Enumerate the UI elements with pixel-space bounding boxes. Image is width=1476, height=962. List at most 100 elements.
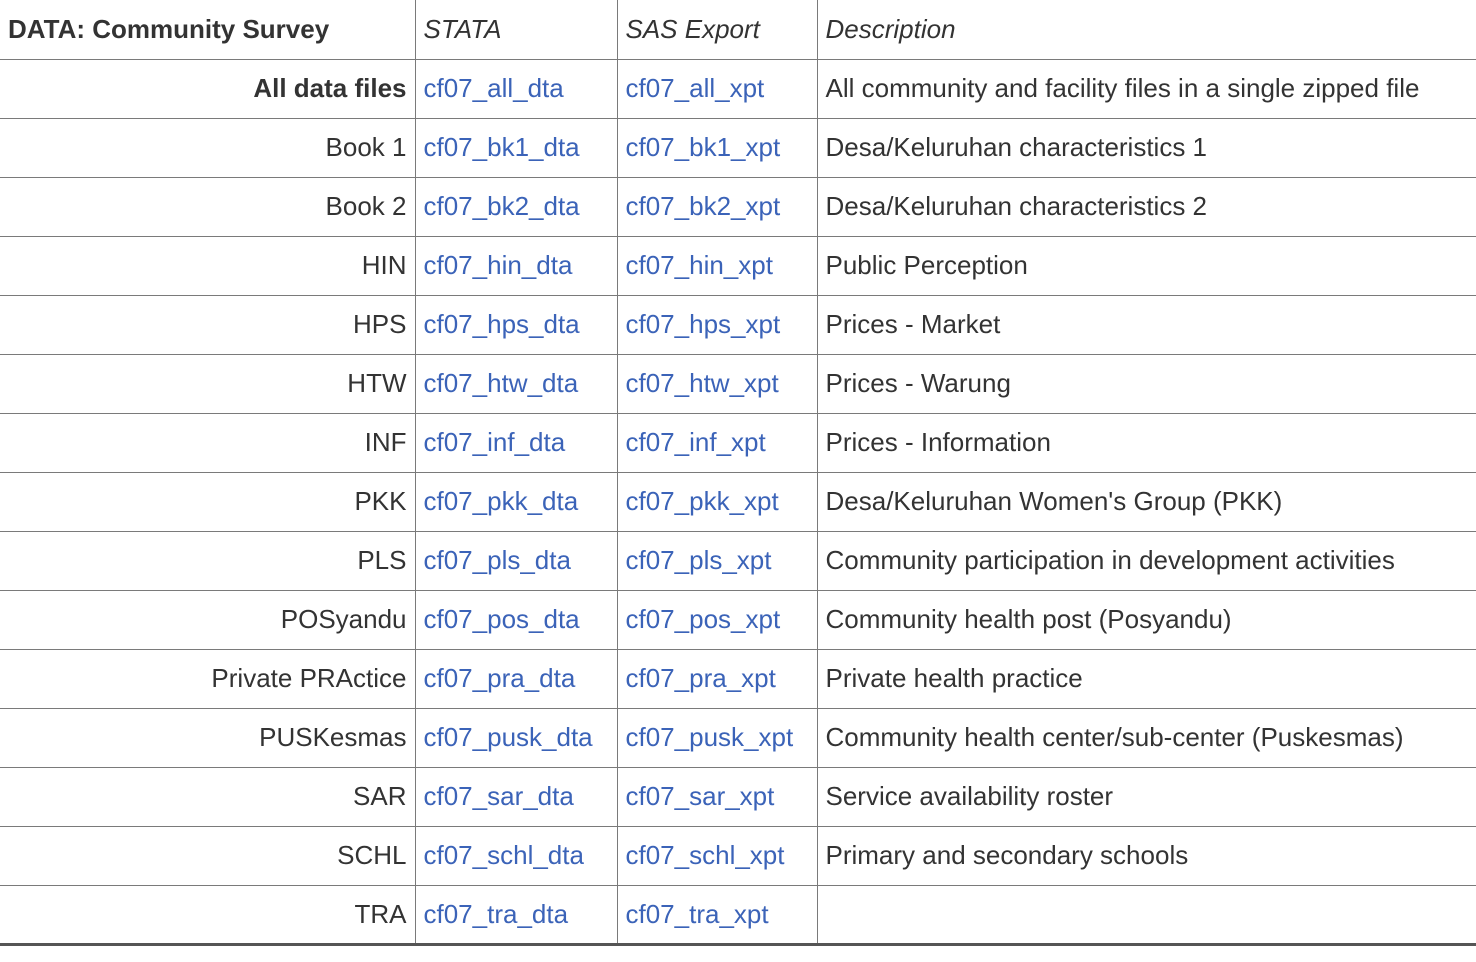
row-label: PUSKesmas — [0, 707, 416, 768]
row-label: HPS — [0, 294, 416, 355]
stata-file-link[interactable]: cf07_pos_dta — [423, 604, 580, 634]
sas-file-link[interactable]: cf07_all_xpt — [625, 73, 765, 103]
stata-cell: cf07_pusk_dta — [414, 707, 618, 768]
data-title-header: DATA: Community Survey — [0, 0, 416, 60]
stata-file-link[interactable]: cf07_pkk_dta — [423, 486, 579, 516]
stata-file-link[interactable]: cf07_bk1_dta — [423, 132, 580, 162]
table-row: HPS cf07_hps_dta cf07_hps_xpt Prices - M… — [0, 294, 1476, 355]
sas-cell: cf07_bk1_xpt — [616, 117, 818, 178]
table-row: HIN cf07_hin_dta cf07_hin_xpt Public Per… — [0, 235, 1476, 296]
sas-file-link[interactable]: cf07_pkk_xpt — [625, 486, 779, 516]
stata-cell: cf07_all_dta — [414, 59, 618, 119]
row-label: TRA — [0, 884, 416, 946]
description-cell: Desa/Keluruhan Women's Group (PKK) — [816, 471, 1476, 532]
sas-cell: cf07_pusk_xpt — [616, 707, 818, 768]
row-label: Book 2 — [0, 176, 416, 237]
row-label: HIN — [0, 235, 416, 296]
sas-cell: cf07_pos_xpt — [616, 589, 818, 650]
sas-export-column-header: SAS Export — [616, 0, 818, 60]
stata-column-header: STATA — [414, 0, 618, 60]
row-label: SCHL — [0, 825, 416, 886]
row-label: HTW — [0, 353, 416, 414]
stata-cell: cf07_pos_dta — [414, 589, 618, 650]
table-row: PLS cf07_pls_dta cf07_pls_xpt Community … — [0, 530, 1476, 591]
table-row: All data files cf07_all_dta cf07_all_xpt… — [0, 59, 1476, 119]
sas-file-link[interactable]: cf07_sar_xpt — [625, 781, 775, 811]
description-column-header: Description — [816, 0, 1476, 60]
sas-file-link[interactable]: cf07_pusk_xpt — [625, 722, 794, 752]
description-cell: Community health post (Posyandu) — [816, 589, 1476, 650]
table-row: HTW cf07_htw_dta cf07_htw_xpt Prices - W… — [0, 353, 1476, 414]
sas-file-link[interactable]: cf07_schl_xpt — [625, 840, 785, 870]
description-cell — [816, 884, 1476, 946]
stata-cell: cf07_tra_dta — [414, 884, 618, 946]
stata-file-link[interactable]: cf07_htw_dta — [423, 368, 579, 398]
stata-file-link[interactable]: cf07_pusk_dta — [423, 722, 593, 752]
stata-cell: cf07_schl_dta — [414, 825, 618, 886]
stata-file-link[interactable]: cf07_hps_dta — [423, 309, 580, 339]
table-row: PKK cf07_pkk_dta cf07_pkk_xpt Desa/Kelur… — [0, 471, 1476, 532]
table-row: Book 1 cf07_bk1_dta cf07_bk1_xpt Desa/Ke… — [0, 117, 1476, 178]
row-label: All data files — [0, 59, 416, 119]
sas-file-link[interactable]: cf07_pls_xpt — [625, 545, 772, 575]
row-label: SAR — [0, 766, 416, 827]
stata-file-link[interactable]: cf07_inf_dta — [423, 427, 566, 457]
description-cell: Prices - Information — [816, 412, 1476, 473]
stata-cell: cf07_hin_dta — [414, 235, 618, 296]
table-header-row: DATA: Community Survey STATA SAS Export … — [0, 0, 1476, 60]
sas-file-link[interactable]: cf07_inf_xpt — [625, 427, 766, 457]
stata-cell: cf07_pra_dta — [414, 648, 618, 709]
description-cell: Desa/Keluruhan characteristics 2 — [816, 176, 1476, 237]
sas-cell: cf07_inf_xpt — [616, 412, 818, 473]
row-label: PKK — [0, 471, 416, 532]
sas-file-link[interactable]: cf07_hps_xpt — [625, 309, 781, 339]
sas-file-link[interactable]: cf07_bk1_xpt — [625, 132, 781, 162]
sas-file-link[interactable]: cf07_hin_xpt — [625, 250, 773, 280]
sas-cell: cf07_pkk_xpt — [616, 471, 818, 532]
stata-file-link[interactable]: cf07_tra_dta — [423, 898, 569, 929]
sas-file-link[interactable]: cf07_bk2_xpt — [625, 191, 781, 221]
stata-cell: cf07_pkk_dta — [414, 471, 618, 532]
description-cell: Community participation in development a… — [816, 530, 1476, 591]
stata-file-link[interactable]: cf07_pls_dta — [423, 545, 571, 575]
table-row: POSyandu cf07_pos_dta cf07_pos_xpt Commu… — [0, 589, 1476, 650]
stata-file-link[interactable]: cf07_sar_dta — [423, 781, 574, 811]
sas-cell: cf07_hps_xpt — [616, 294, 818, 355]
description-cell: Prices - Market — [816, 294, 1476, 355]
sas-file-link[interactable]: cf07_pos_xpt — [625, 604, 781, 634]
description-cell: Private health practice — [816, 648, 1476, 709]
table-row: TRA cf07_tra_dta cf07_tra_xpt — [0, 884, 1476, 946]
stata-file-link[interactable]: cf07_pra_dta — [423, 663, 576, 693]
sas-cell: cf07_tra_xpt — [616, 884, 818, 946]
table-row: SCHL cf07_schl_dta cf07_schl_xpt Primary… — [0, 825, 1476, 886]
table-row: INF cf07_inf_dta cf07_inf_xpt Prices - I… — [0, 412, 1476, 473]
row-label: INF — [0, 412, 416, 473]
description-cell: Desa/Keluruhan characteristics 1 — [816, 117, 1476, 178]
stata-file-link[interactable]: cf07_schl_dta — [423, 840, 584, 870]
table-row: Private PRActice cf07_pra_dta cf07_pra_x… — [0, 648, 1476, 709]
sas-cell: cf07_all_xpt — [616, 59, 818, 119]
sas-cell: cf07_pls_xpt — [616, 530, 818, 591]
description-cell: Community health center/sub-center (Pusk… — [816, 707, 1476, 768]
table-row: PUSKesmas cf07_pusk_dta cf07_pusk_xpt Co… — [0, 707, 1476, 768]
sas-file-link[interactable]: cf07_htw_xpt — [625, 368, 779, 398]
stata-file-link[interactable]: cf07_all_dta — [423, 73, 564, 103]
stata-cell: cf07_sar_dta — [414, 766, 618, 827]
sas-file-link[interactable]: cf07_tra_xpt — [625, 898, 769, 929]
description-cell: Service availability roster — [816, 766, 1476, 827]
sas-cell: cf07_schl_xpt — [616, 825, 818, 886]
stata-cell: cf07_bk2_dta — [414, 176, 618, 237]
stata-cell: cf07_pls_dta — [414, 530, 618, 591]
table-row: SAR cf07_sar_dta cf07_sar_xpt Service av… — [0, 766, 1476, 827]
stata-file-link[interactable]: cf07_bk2_dta — [423, 191, 580, 221]
row-label: PLS — [0, 530, 416, 591]
sas-cell: cf07_htw_xpt — [616, 353, 818, 414]
description-cell: Primary and secondary schools — [816, 825, 1476, 886]
description-cell: Public Perception — [816, 235, 1476, 296]
stata-cell: cf07_bk1_dta — [414, 117, 618, 178]
stata-file-link[interactable]: cf07_hin_dta — [423, 250, 573, 280]
row-label: Private PRActice — [0, 648, 416, 709]
description-cell: All community and facility files in a si… — [816, 59, 1476, 119]
sas-file-link[interactable]: cf07_pra_xpt — [625, 663, 776, 693]
